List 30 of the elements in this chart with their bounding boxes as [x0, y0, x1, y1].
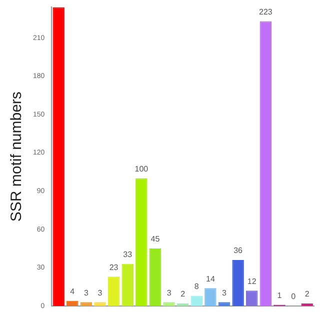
data-label: 3: [98, 288, 103, 298]
bar: [163, 302, 175, 306]
bar: [94, 302, 106, 306]
data-label: 33: [123, 250, 133, 260]
data-label: 0: [291, 292, 296, 302]
bar: [136, 178, 148, 306]
bar: [80, 302, 92, 306]
data-label: 45: [150, 234, 160, 244]
bar: [108, 276, 120, 306]
data-label: 3: [222, 288, 228, 298]
data-label: 1: [277, 290, 282, 300]
bar: [218, 302, 230, 306]
bar: [66, 300, 78, 306]
data-label: 8: [194, 282, 200, 291]
data-label: 100: [134, 164, 149, 174]
data-label: 3: [84, 288, 89, 298]
data-label: 4: [70, 287, 76, 296]
bar: [260, 21, 272, 306]
data-label: 3: [166, 288, 172, 298]
bar: [122, 264, 134, 306]
bar: [149, 248, 162, 306]
y-axis-title: SSR motif numbers: [8, 92, 26, 222]
data-label: 23: [109, 262, 119, 272]
bar: [232, 260, 244, 306]
data-label: 223: [259, 7, 273, 16]
data-label: 14: [206, 274, 216, 284]
data-label: 36: [234, 246, 244, 256]
data-label: 12: [247, 276, 257, 286]
data-label: 2: [304, 290, 310, 299]
data-label: 2: [180, 290, 186, 299]
